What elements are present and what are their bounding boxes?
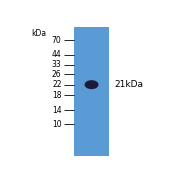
Text: 10: 10 (52, 120, 62, 129)
Text: 26: 26 (52, 70, 62, 79)
Text: 18: 18 (52, 91, 62, 100)
Text: 22: 22 (52, 80, 62, 89)
Ellipse shape (85, 80, 98, 89)
Text: 33: 33 (52, 60, 62, 69)
Text: 44: 44 (52, 50, 62, 59)
Bar (74, 27, 109, 156)
Text: kDa: kDa (31, 29, 46, 38)
Text: 70: 70 (52, 36, 62, 45)
Text: 14: 14 (52, 106, 62, 115)
Text: 21kDa: 21kDa (114, 80, 143, 89)
